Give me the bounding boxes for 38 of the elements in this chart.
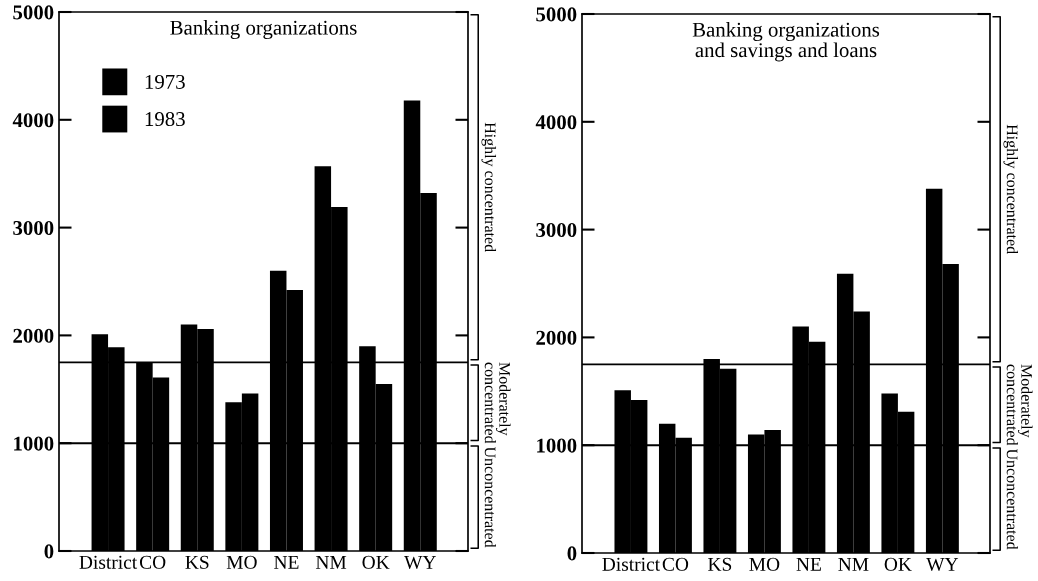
chart-title: Banking organizations: [170, 20, 357, 40]
x-tick-label: MO: [226, 555, 257, 569]
x-tick-label: WY: [404, 555, 436, 569]
y-tick-label: 0: [44, 544, 54, 559]
x-tick-label: District: [602, 557, 660, 571]
x-tick-label: MO: [749, 557, 780, 571]
x-tick-label: KS: [185, 555, 209, 569]
legend-label: 1973: [145, 74, 185, 89]
x-tick-label: KS: [708, 557, 732, 571]
y-tick-label: 2000: [13, 328, 54, 343]
x-tick-label: NM: [315, 555, 347, 569]
text: Highly concentrated: [481, 122, 497, 252]
text: Moderately concentrated: [1006, 364, 1033, 446]
legend-label: 1983: [145, 112, 185, 127]
x-tick-label: OK: [884, 557, 912, 571]
y-tick-label: 2000: [536, 330, 577, 345]
y-tick-label: 3000: [13, 220, 54, 236]
y-tick-label: 4000: [12, 113, 54, 128]
text: Unconcentrated: [484, 446, 496, 548]
y-tick-label: 3000: [536, 222, 577, 238]
y-tick-label: 4000: [535, 115, 577, 130]
y-tick-label: 0: [567, 546, 577, 561]
x-tick-label: NM: [838, 557, 869, 571]
text: Moderately concentrated: [484, 362, 511, 444]
y-tick-label: 5000: [536, 7, 577, 22]
x-tick-label: CO: [139, 555, 166, 569]
x-tick-label: NE: [796, 557, 821, 571]
x-tick-label: CO: [662, 557, 689, 571]
text: Unconcentrated: [1006, 448, 1018, 550]
y-tick-label: 1000: [14, 436, 54, 451]
y-tick-label: 5000: [13, 5, 54, 20]
x-tick-label: NE: [274, 555, 299, 569]
text: Banking organizations and savings and loans: [692, 22, 880, 62]
x-tick-label: OK: [362, 555, 390, 569]
text: Highly concentrated: [1003, 124, 1018, 254]
y-tick-label: 1000: [537, 438, 577, 453]
x-tick-label: WY: [926, 557, 959, 571]
x-tick-label: District: [79, 555, 138, 569]
